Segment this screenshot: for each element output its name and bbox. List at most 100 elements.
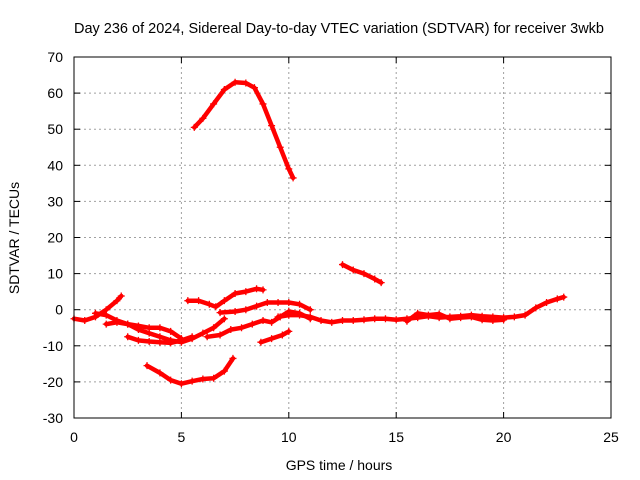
data-point-marker (229, 354, 237, 362)
data-point-marker (188, 377, 196, 385)
y-tick-label: -30 (43, 410, 63, 426)
data-point-marker (278, 331, 286, 339)
data-point-marker (102, 320, 110, 328)
data-point-marker (360, 270, 368, 278)
data-point-marker (349, 317, 357, 325)
data-point-marker (285, 311, 293, 319)
data-point-marker (91, 309, 99, 317)
data-point-marker (259, 317, 267, 325)
data-point-marker (156, 324, 164, 332)
data-point-marker (457, 314, 465, 322)
data-point-marker (253, 302, 261, 310)
data-point-marker (203, 333, 211, 341)
data-point-marker (296, 311, 304, 319)
data-point-marker (242, 306, 250, 314)
data-point-marker (553, 295, 561, 303)
data-point-marker (560, 293, 568, 301)
x-tick-label: 0 (70, 429, 78, 445)
data-point-marker (220, 315, 228, 323)
data-point-marker (392, 316, 400, 324)
data-point-marker (414, 309, 422, 317)
data-point-marker (435, 310, 443, 318)
data-point-marker (296, 300, 304, 308)
data-point-marker (285, 165, 293, 173)
data-point-marker (268, 122, 276, 130)
y-tick-label: 10 (47, 266, 63, 282)
data-point-marker (177, 380, 185, 388)
data-point-marker (143, 362, 151, 370)
x-tick-label: 15 (388, 429, 404, 445)
data-point-marker (510, 313, 518, 321)
y-tick-label: 60 (47, 85, 63, 101)
x-axis-label: GPS time / hours (286, 457, 393, 473)
grid-lines (74, 57, 611, 418)
data-point-marker (248, 320, 256, 328)
series-arc-1-scatter (192, 80, 295, 180)
data-point-marker (210, 324, 218, 332)
series-arc-1 (192, 80, 296, 181)
data-point-marker (253, 285, 261, 293)
data-point-marker (403, 317, 411, 325)
data-point-marker (250, 84, 258, 92)
data-point-marker (328, 318, 336, 326)
data-point-marker (285, 298, 293, 306)
data-point-marker (199, 375, 207, 383)
data-point-marker (188, 333, 196, 341)
data-point-marker (268, 318, 276, 326)
data-point-marker (145, 324, 153, 332)
data-point-marker (381, 315, 389, 323)
data-point-marker (220, 367, 228, 375)
data-point-marker (156, 338, 164, 346)
series-arc-12-scatter (405, 311, 506, 323)
data-point-marker (274, 313, 282, 321)
y-tick-label: 70 (47, 49, 63, 65)
data-point-marker (532, 304, 540, 312)
x-tick-label: 5 (178, 429, 186, 445)
y-axis-label: SDTVAR / TECUs (6, 182, 22, 294)
y-tick-label: -20 (43, 374, 63, 390)
data-point-marker (446, 315, 454, 323)
chart-title: Day 236 of 2024, Sidereal Day-to-day VTE… (74, 21, 604, 37)
data-point-marker (199, 114, 207, 122)
data-point-marker (205, 300, 213, 308)
data-point-marker (306, 313, 314, 321)
data-point-marker (289, 174, 297, 182)
data-point-marker (177, 336, 185, 344)
data-point-marker (276, 143, 284, 151)
data-point-marker (231, 308, 239, 316)
x-tick-label: 25 (603, 429, 619, 445)
data-point-marker (167, 339, 175, 347)
data-point-marker (424, 311, 432, 319)
data-point-marker (184, 297, 192, 305)
data-point-marker (231, 289, 239, 297)
data-point-marker (190, 123, 198, 131)
y-tick-label: 20 (47, 230, 63, 246)
data-point-marker (285, 327, 293, 335)
data-point-marker (339, 317, 346, 325)
data-point-marker (231, 78, 239, 86)
data-point-marker (500, 316, 508, 324)
data-point-marker (227, 326, 235, 334)
data-point-marker (81, 317, 89, 325)
data-point-marker (212, 303, 220, 311)
data-point-marker (134, 336, 142, 344)
data-point-marker (199, 329, 207, 337)
data-point-marker (259, 286, 267, 294)
data-point-marker (377, 279, 385, 287)
data-point-marker (216, 309, 224, 317)
data-point-marker (117, 292, 125, 300)
data-point-marker (210, 374, 218, 382)
data-point-marker (220, 85, 228, 93)
series-arc-10-scatter (259, 329, 291, 344)
plot-series (70, 78, 568, 388)
data-point-marker (238, 324, 246, 332)
data-point-marker (167, 376, 175, 384)
axis-ticks: 0 5 10 15 20 25 -30 -20 -10 0 10 20 30 40 50 60 70 (43, 49, 619, 445)
data-point-marker (113, 297, 121, 305)
y-tick-label: 40 (47, 157, 63, 173)
data-point-marker (124, 333, 132, 341)
data-point-marker (210, 100, 218, 108)
data-point-marker (113, 318, 121, 326)
data-point-marker (339, 261, 346, 269)
